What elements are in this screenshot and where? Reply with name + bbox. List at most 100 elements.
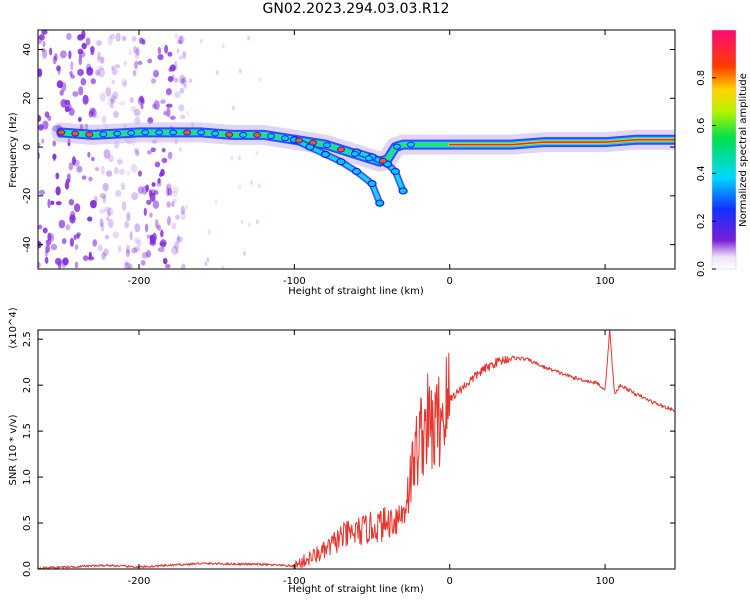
noise-speck [140, 104, 144, 110]
noise-speck [77, 48, 84, 55]
noise-speck [44, 256, 49, 264]
noise-speck [181, 76, 188, 87]
y-tick-label: 0.0 [22, 561, 33, 577]
snr-panel: -200 -100 0 100 0.0 0.5 1.0 1.5 2.0 2.5 Height o… [8, 307, 676, 595]
noise-speck [176, 48, 180, 54]
noise-speck [129, 263, 134, 269]
noise-speck [100, 165, 105, 176]
noise-speck [50, 200, 55, 206]
ridge-blob [71, 130, 80, 137]
noise-speck [134, 60, 138, 70]
noise-speck [258, 76, 262, 82]
noise-speck [103, 149, 111, 159]
ridge-blob [225, 131, 234, 138]
noise-speck [42, 41, 46, 48]
noise-speck [68, 50, 72, 60]
noise-speck [65, 224, 71, 231]
noise-speck [86, 66, 94, 76]
noise-speck [107, 211, 111, 217]
noise-speck [156, 181, 162, 187]
noise-speck [82, 94, 89, 105]
noise-speck [99, 192, 107, 199]
noise-speck [107, 36, 113, 46]
ridge-blob [169, 129, 178, 136]
noise-speck [159, 172, 163, 177]
noise-speck [78, 117, 82, 122]
noise-speck [167, 188, 173, 196]
noise-speck [60, 81, 67, 92]
noise-speck [107, 97, 112, 106]
noise-speck [181, 263, 186, 269]
noise-speck [68, 162, 74, 171]
noise-speck [130, 164, 138, 173]
noise-speck [177, 236, 183, 243]
noise-speck [137, 186, 144, 194]
noise-speck [69, 210, 76, 221]
noise-speck [143, 207, 147, 217]
noise-speck [55, 201, 62, 206]
noise-speck [173, 241, 180, 250]
noise-speck [133, 246, 140, 253]
x-tick-label: 100 [596, 576, 615, 587]
snr-x-axis: -200 -100 0 100 [128, 330, 615, 587]
noise-speck [129, 231, 133, 241]
ridge-blob [141, 129, 150, 136]
noise-speck [66, 32, 72, 41]
noise-speck [180, 114, 186, 120]
noise-speck [102, 195, 106, 204]
noise-speck [85, 37, 91, 46]
x-tick-label: 0 [447, 276, 453, 287]
noise-speck [78, 55, 83, 66]
ridge-blob [406, 141, 415, 148]
noise-speck [91, 108, 97, 118]
noise-speck [179, 87, 185, 94]
noise-speck [132, 69, 137, 77]
noise-speck [134, 223, 141, 233]
noise-speck [178, 55, 183, 60]
noise-speck [102, 182, 109, 192]
noise-speck [157, 46, 162, 55]
noise-speck [147, 117, 154, 125]
noise-speck [165, 103, 173, 108]
noise-speck [101, 252, 106, 260]
noise-speck [110, 98, 115, 105]
noise-speck [92, 239, 98, 247]
branch-blob [336, 158, 346, 166]
noise-speck [100, 222, 105, 232]
noise-speck [207, 229, 211, 235]
noise-speck [38, 262, 41, 268]
noise-speck [47, 198, 51, 209]
noise-speck [130, 105, 137, 112]
noise-speck [68, 107, 75, 116]
noise-speck [90, 78, 96, 85]
noise-speck [113, 110, 119, 118]
noise-speck [120, 182, 126, 191]
noise-speck [73, 203, 81, 213]
noise-speck [44, 249, 49, 257]
noise-speck [174, 91, 181, 99]
noise-speck [255, 150, 259, 156]
noise-speck [171, 201, 175, 207]
noise-speck [163, 110, 167, 116]
noise-speck [123, 262, 131, 269]
ridge-peak [448, 138, 675, 146]
ridge-blob [392, 143, 401, 150]
noise-speck [64, 105, 70, 113]
ridge-blob [267, 133, 276, 140]
noise-speck [97, 244, 103, 251]
noise-speck [182, 50, 187, 59]
noise-speck [74, 261, 79, 269]
noise-speck [133, 109, 141, 117]
noise-speck [171, 191, 178, 198]
noise-speck [70, 60, 74, 71]
noise-speck [87, 256, 95, 261]
noise-speck [215, 70, 219, 76]
noise-speck [68, 198, 75, 206]
x-tick-label: -100 [283, 576, 306, 587]
y-tick-label: 1.5 [22, 423, 33, 439]
noise-speck [74, 244, 79, 250]
noise-speck [52, 140, 57, 147]
noise-speck [96, 40, 103, 46]
noise-speck [78, 86, 84, 96]
noise-speck [126, 171, 131, 177]
